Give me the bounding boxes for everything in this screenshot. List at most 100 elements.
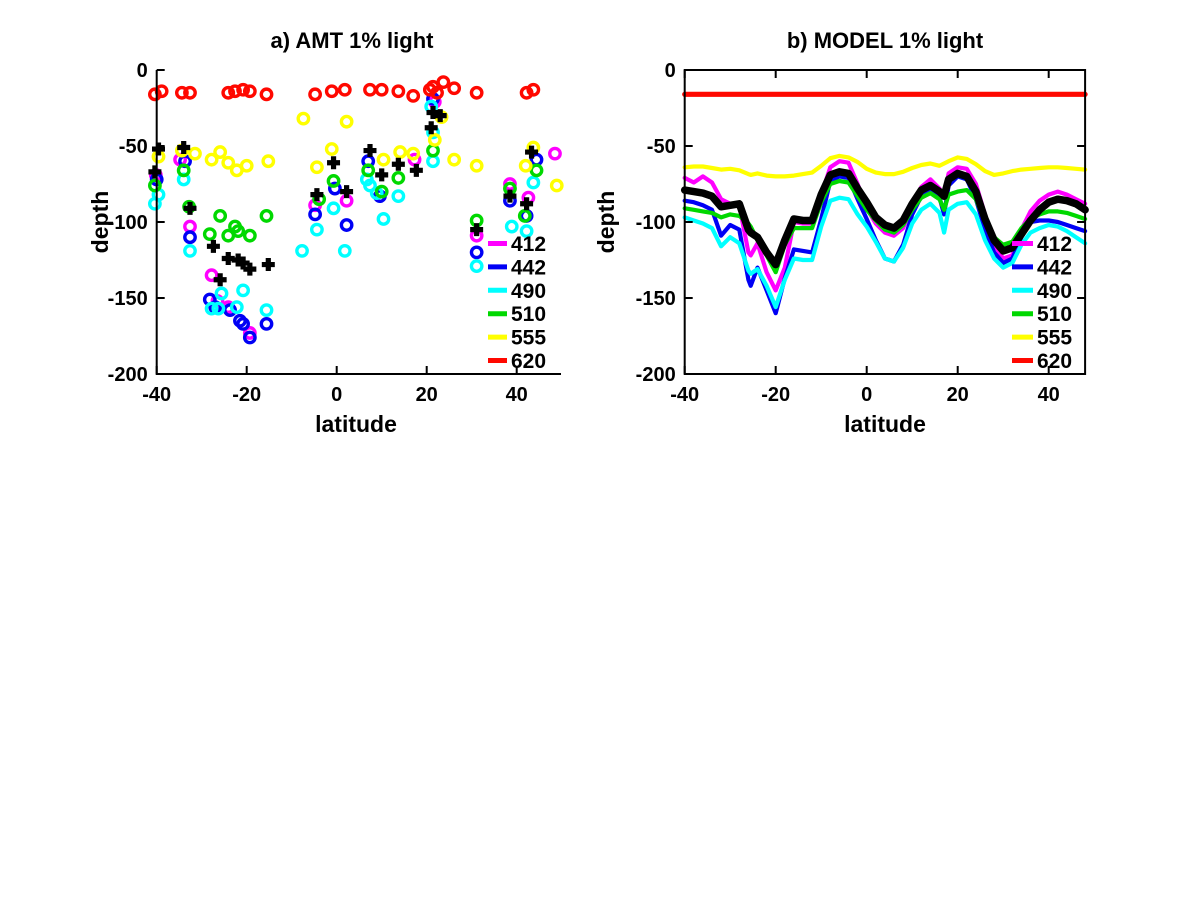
circle-marker-490 bbox=[236, 283, 251, 298]
circle-marker-620 bbox=[406, 88, 421, 103]
x-tick-label: -20 bbox=[761, 384, 790, 406]
plus-marker-observations bbox=[183, 201, 197, 215]
panel-b: b) MODEL 1% light latitude depth -40 -20 0… bbox=[593, 28, 1089, 437]
circle-marker-442 bbox=[339, 218, 354, 232]
circle-marker-490 bbox=[211, 301, 226, 316]
circle-marker-620 bbox=[391, 84, 406, 99]
legend-entry-442: 442 bbox=[1012, 256, 1072, 279]
circle-marker-490 bbox=[526, 175, 541, 190]
plus-marker-observations bbox=[525, 145, 539, 159]
panel-b-title: b) MODEL 1% light bbox=[787, 28, 984, 53]
plus-marker-observations bbox=[340, 185, 354, 199]
plus-marker-observations bbox=[177, 141, 191, 155]
plus-marker-observations bbox=[363, 144, 377, 158]
scatter-series-620 bbox=[147, 75, 541, 103]
circle-marker-510 bbox=[426, 143, 440, 158]
x-tick-label: 0 bbox=[331, 384, 342, 406]
scatter-series-555 bbox=[151, 110, 564, 193]
panel-b-xlabel: latitude bbox=[844, 411, 926, 437]
circle-marker-510 bbox=[202, 227, 217, 242]
circle-marker-510 bbox=[213, 209, 228, 223]
circle-marker-555 bbox=[204, 152, 219, 167]
legend-entry-555: 555 bbox=[1012, 327, 1072, 350]
circle-marker-490 bbox=[376, 212, 391, 226]
circle-marker-620 bbox=[236, 82, 251, 97]
plus-marker-observations bbox=[391, 157, 405, 171]
circle-marker-412 bbox=[183, 219, 197, 234]
circle-marker-555 bbox=[221, 155, 236, 170]
panel-b-ylabel: depth bbox=[593, 191, 619, 254]
plus-marker-observations bbox=[470, 223, 484, 237]
legend-label-620: 620 bbox=[511, 350, 546, 373]
circle-marker-510 bbox=[374, 184, 389, 199]
panel-a: a) AMT 1% light latitude depth -40 -20 0 20… bbox=[87, 28, 564, 437]
legend-label-442: 442 bbox=[511, 256, 546, 279]
circle-marker-490 bbox=[391, 189, 406, 204]
circle-marker-510 bbox=[242, 228, 257, 243]
circle-marker-555 bbox=[469, 158, 484, 173]
legend-label-510: 510 bbox=[511, 303, 546, 326]
circle-marker-620 bbox=[430, 85, 444, 100]
y-tick-label: 0 bbox=[137, 60, 148, 82]
plus-marker-observations bbox=[409, 163, 423, 177]
circle-marker-412 bbox=[548, 146, 562, 161]
plus-marker-observations bbox=[152, 142, 165, 156]
legend-label-555: 555 bbox=[1037, 327, 1072, 350]
circle-marker-510 bbox=[176, 163, 191, 178]
plus-marker-observations bbox=[243, 262, 257, 276]
plus-marker-observations bbox=[206, 239, 220, 253]
x-tick-label: 0 bbox=[861, 384, 872, 406]
legend-entry-510: 510 bbox=[488, 303, 546, 326]
line-490 bbox=[682, 195, 1088, 310]
circle-marker-510 bbox=[259, 209, 274, 223]
circle-marker-555 bbox=[309, 160, 324, 175]
circle-marker-620 bbox=[147, 87, 162, 102]
circle-marker-442 bbox=[183, 230, 197, 245]
circle-marker-555 bbox=[376, 152, 391, 167]
circle-marker-555 bbox=[261, 154, 276, 169]
legend-entry-620: 620 bbox=[1012, 350, 1072, 373]
circle-marker-490 bbox=[337, 243, 352, 258]
panel-a-plot-area: -40 -20 0 20 400-50-100-150-2004124424905105… bbox=[108, 60, 564, 406]
circle-marker-490 bbox=[259, 303, 274, 318]
y-tick-label: -100 bbox=[636, 212, 676, 234]
line-series-490 bbox=[682, 195, 1088, 310]
circle-marker-490 bbox=[309, 222, 324, 237]
series-layer bbox=[147, 75, 564, 345]
scatter-series-490 bbox=[147, 99, 541, 318]
circle-marker-442 bbox=[259, 316, 274, 331]
x-tick-label: 20 bbox=[416, 384, 438, 406]
circle-marker-510 bbox=[529, 163, 544, 178]
scatter-series-observations bbox=[148, 106, 539, 287]
y-tick-label: -200 bbox=[108, 364, 148, 386]
circle-marker-442 bbox=[308, 207, 322, 222]
circle-marker-490 bbox=[326, 201, 341, 216]
circle-marker-620 bbox=[228, 84, 242, 99]
circle-marker-555 bbox=[549, 178, 564, 193]
circle-marker-510 bbox=[391, 171, 406, 185]
circle-marker-442 bbox=[469, 245, 484, 260]
circle-marker-490 bbox=[469, 259, 484, 273]
circle-marker-510 bbox=[326, 174, 341, 188]
circle-marker-555 bbox=[324, 142, 339, 156]
circle-marker-620 bbox=[526, 82, 541, 97]
circle-marker-412 bbox=[204, 268, 219, 283]
panel-a-title: a) AMT 1% light bbox=[271, 28, 435, 53]
x-tick-label: -40 bbox=[142, 384, 171, 406]
circle-marker-490 bbox=[183, 243, 197, 258]
circle-marker-620 bbox=[221, 85, 236, 100]
circle-marker-620 bbox=[259, 87, 274, 102]
circle-marker-490 bbox=[363, 178, 377, 193]
plus-marker-observations bbox=[426, 106, 440, 120]
legend-entry-442: 442 bbox=[488, 256, 546, 279]
circle-marker-490 bbox=[295, 243, 309, 258]
scatter-series-442 bbox=[149, 91, 544, 345]
circle-marker-510 bbox=[361, 163, 376, 178]
legend-entry-412: 412 bbox=[488, 233, 546, 256]
circle-marker-620 bbox=[154, 84, 169, 99]
plus-marker-observations bbox=[433, 109, 447, 123]
plus-marker-observations bbox=[375, 168, 389, 182]
circle-marker-620 bbox=[324, 84, 339, 99]
